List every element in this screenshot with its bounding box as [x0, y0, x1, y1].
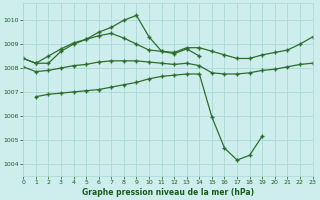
X-axis label: Graphe pression niveau de la mer (hPa): Graphe pression niveau de la mer (hPa) — [82, 188, 254, 197]
